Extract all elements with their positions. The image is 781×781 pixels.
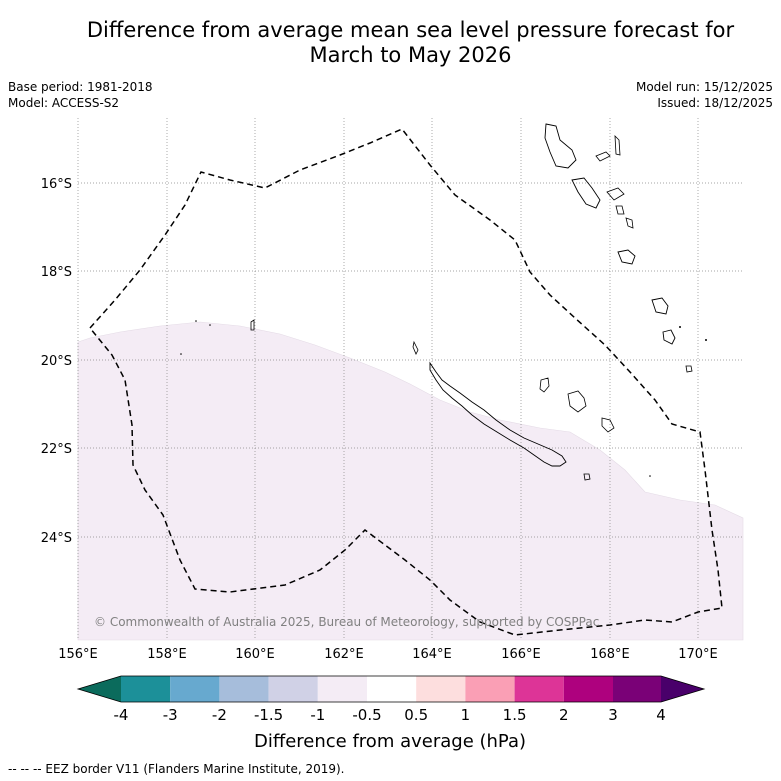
eez-footnote: -- -- -- EEZ border V11 (Flanders Marine… (8, 762, 345, 776)
lifou-island (567, 390, 587, 413)
model-text: Model: ACCESS-S2 (8, 96, 120, 110)
lat-label: 24°S (41, 531, 72, 546)
lat-label: 18°S (41, 265, 72, 280)
tanna-island (662, 329, 676, 345)
efate-island (617, 249, 636, 265)
colorbar-label: 1 (461, 706, 471, 724)
maewo-island (614, 134, 621, 156)
lat-label: 22°S (41, 442, 72, 457)
small-islet (649, 475, 651, 477)
colorbar-bin (563, 676, 613, 702)
map-panel: © Commonwealth of Australia 2025, Bureau… (77, 118, 744, 641)
colorbar-bin (514, 676, 564, 702)
small-islet (195, 320, 197, 322)
colorbar-label: 4 (656, 706, 666, 724)
small-islet (209, 324, 211, 326)
new-caledonia-landmass (429, 361, 567, 467)
colorbar-bin (268, 676, 318, 702)
shepherd-islands (625, 217, 634, 229)
colorbar-title: Difference from average (hPa) (254, 731, 526, 752)
colorbar-label: -2 (212, 706, 227, 724)
isle-of-pines (583, 473, 591, 481)
title-line-2: March to May 2026 (309, 43, 512, 67)
longitude-labels: 156°E 158°E 160°E 162°E 164°E 166°E 168°… (58, 647, 718, 662)
epi-island (615, 205, 625, 215)
colorbar-bin (416, 676, 466, 702)
colorbar-label: -3 (163, 706, 178, 724)
colorbar-label: 3 (608, 706, 618, 724)
base-info: Base period: 1981-2018 Model: ACCESS-S2 (8, 79, 153, 111)
colorbar-outline (76, 675, 706, 703)
lon-label: 170°E (678, 647, 718, 662)
small-islet (705, 339, 707, 341)
small-islet (679, 326, 681, 328)
latitude-labels: 16°S 18°S 20°S 22°S 24°S (41, 177, 72, 546)
colorbar-bin (317, 676, 367, 702)
ambae-island (595, 151, 611, 162)
malekula-island (571, 177, 601, 209)
colorbar: -4 -3 -2 -1.5 -1 -0.5 0.5 1 1.5 2 3 4 Di… (76, 675, 706, 752)
colorbar-label: -1 (310, 706, 325, 724)
chesterfield-reef (250, 319, 255, 331)
small-islet (180, 353, 182, 355)
colorbar-under-arrow (78, 676, 121, 702)
colorbar-bin (219, 676, 269, 702)
lon-label: 162°E (324, 647, 364, 662)
colorbar-over-arrow (661, 676, 704, 702)
lon-label: 164°E (412, 647, 452, 662)
lon-label: 168°E (590, 647, 630, 662)
colorbar-label: -4 (114, 706, 129, 724)
map-title: Difference from average mean sea level p… (40, 18, 781, 68)
title-line-1: Difference from average mean sea level p… (86, 18, 735, 42)
colorbar-label: -1.5 (254, 706, 283, 724)
gridlines (77, 118, 743, 640)
colorbar-bin (170, 676, 220, 702)
copyright-text: © Commonwealth of Australia 2025, Bureau… (94, 615, 599, 629)
base-period-text: Base period: 1981-2018 (8, 80, 153, 94)
lat-label: 20°S (41, 354, 72, 369)
colorbar-bin (465, 676, 515, 702)
ouvea-island (539, 377, 550, 393)
colorbar-label: 0.5 (404, 706, 428, 724)
lat-label: 16°S (41, 177, 72, 192)
colorbar-label: 1.5 (503, 706, 527, 724)
colorbar-label: -0.5 (352, 706, 381, 724)
anomaly-shading (77, 321, 744, 641)
colorbar-labels: -4 -3 -2 -1.5 -1 -0.5 0.5 1 1.5 2 3 4 (114, 706, 666, 724)
belep-islands (412, 340, 419, 355)
colorbar-bin (613, 676, 661, 702)
colorbar-bin (121, 676, 171, 702)
erromango-island (651, 297, 669, 315)
lon-label: 160°E (235, 647, 275, 662)
colorbar-label: 2 (559, 706, 569, 724)
lon-label: 166°E (501, 647, 541, 662)
lon-label: 158°E (147, 647, 187, 662)
model-run-text: Model run: 15/12/2025 (635, 80, 773, 94)
issued-text: Issued: 18/12/2025 (657, 96, 773, 110)
ambrym-island (606, 187, 625, 201)
aneityum-island (685, 365, 693, 373)
colorbar-bin (367, 676, 417, 702)
lon-label: 156°E (58, 647, 98, 662)
espiritu-santo-island (544, 123, 577, 169)
mare-island (601, 417, 615, 433)
run-info: Model run: 15/12/2025 Issued: 18/12/2025 (636, 79, 773, 111)
eez-border (89, 128, 723, 636)
